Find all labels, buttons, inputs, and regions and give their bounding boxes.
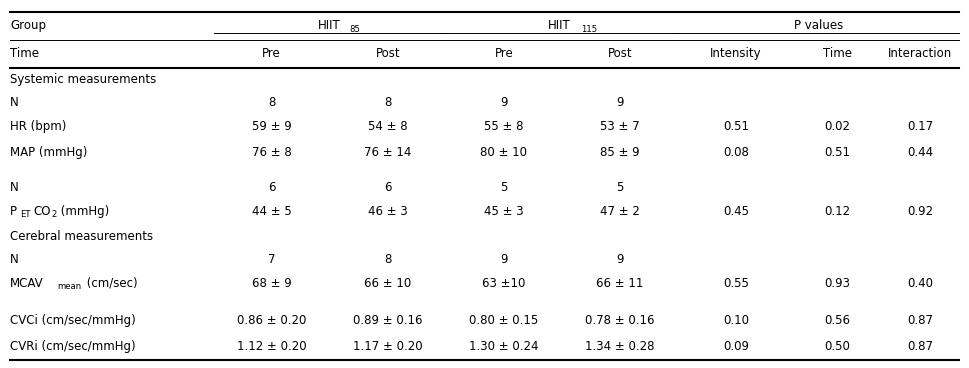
Text: Cerebral measurements: Cerebral measurements: [11, 230, 153, 243]
Text: ET: ET: [20, 210, 31, 219]
Text: 46 ± 3: 46 ± 3: [368, 205, 408, 218]
Text: 0.89 ± 0.16: 0.89 ± 0.16: [353, 314, 422, 327]
Text: 59 ± 9: 59 ± 9: [252, 120, 292, 133]
Text: 0.87: 0.87: [907, 340, 933, 353]
Text: Systemic measurements: Systemic measurements: [11, 73, 157, 86]
Text: 53 ± 7: 53 ± 7: [600, 120, 640, 133]
Text: N: N: [11, 96, 19, 109]
Text: (cm/sec): (cm/sec): [83, 277, 138, 290]
Text: 8: 8: [384, 253, 391, 266]
Text: Post: Post: [375, 47, 400, 60]
Text: 0.56: 0.56: [825, 314, 851, 327]
Text: 9: 9: [500, 253, 508, 266]
Text: 1.17 ± 0.20: 1.17 ± 0.20: [353, 340, 422, 353]
Text: Interaction: Interaction: [888, 47, 953, 60]
Text: 0.86 ± 0.20: 0.86 ± 0.20: [237, 314, 306, 327]
Text: 0.78 ± 0.16: 0.78 ± 0.16: [585, 314, 655, 327]
Text: 0.12: 0.12: [825, 205, 851, 218]
Text: 6: 6: [384, 181, 391, 194]
Text: 0.09: 0.09: [723, 340, 749, 353]
Text: 85 ± 9: 85 ± 9: [600, 146, 640, 159]
Text: CO: CO: [34, 205, 51, 218]
Text: MAP (mmHg): MAP (mmHg): [11, 146, 88, 159]
Text: N: N: [11, 253, 19, 266]
Text: 5: 5: [616, 181, 624, 194]
Text: 68 ± 9: 68 ± 9: [252, 277, 292, 290]
Text: 47 ± 2: 47 ± 2: [600, 205, 640, 218]
Text: CVCi (cm/sec/mmHg): CVCi (cm/sec/mmHg): [11, 314, 136, 327]
Text: 9: 9: [616, 253, 624, 266]
Text: 76 ± 14: 76 ± 14: [364, 146, 412, 159]
Text: HIIT: HIIT: [318, 19, 341, 32]
Text: 0.50: 0.50: [825, 340, 851, 353]
Text: 1.34 ± 0.28: 1.34 ± 0.28: [585, 340, 655, 353]
Text: P: P: [11, 205, 17, 218]
Text: 9: 9: [500, 96, 508, 109]
Text: P values: P values: [794, 19, 843, 32]
Text: 8: 8: [268, 96, 275, 109]
Text: HR (bpm): HR (bpm): [11, 120, 67, 133]
Text: 0.55: 0.55: [723, 277, 749, 290]
Text: Time: Time: [11, 47, 40, 60]
Text: 80 ± 10: 80 ± 10: [481, 146, 527, 159]
Text: 0.45: 0.45: [723, 205, 749, 218]
Text: 55 ± 8: 55 ± 8: [484, 120, 523, 133]
Text: Intensity: Intensity: [710, 47, 762, 60]
Text: Pre: Pre: [494, 47, 514, 60]
Text: 9: 9: [616, 96, 624, 109]
Text: 45 ± 3: 45 ± 3: [484, 205, 523, 218]
Text: 0.02: 0.02: [825, 120, 851, 133]
Text: 5: 5: [500, 181, 508, 194]
Text: 0.08: 0.08: [723, 146, 749, 159]
Text: 76 ± 8: 76 ± 8: [252, 146, 292, 159]
Text: Time: Time: [824, 47, 852, 60]
Text: 66 ± 11: 66 ± 11: [596, 277, 643, 290]
Text: 8: 8: [384, 96, 391, 109]
Text: 115: 115: [581, 25, 597, 34]
Text: 0.92: 0.92: [907, 205, 933, 218]
Text: HIIT: HIIT: [548, 19, 571, 32]
Text: 1.30 ± 0.24: 1.30 ± 0.24: [469, 340, 539, 353]
Text: 0.10: 0.10: [723, 314, 749, 327]
Text: 7: 7: [267, 253, 275, 266]
Text: 63 ±10: 63 ±10: [483, 277, 525, 290]
Text: CVRi (cm/sec/mmHg): CVRi (cm/sec/mmHg): [11, 340, 136, 353]
Text: 2: 2: [51, 210, 56, 219]
Text: 0.51: 0.51: [825, 146, 851, 159]
Text: 6: 6: [267, 181, 275, 194]
Text: (mmHg): (mmHg): [57, 205, 109, 218]
Text: 0.51: 0.51: [723, 120, 749, 133]
Text: 0.87: 0.87: [907, 314, 933, 327]
Text: 0.93: 0.93: [825, 277, 851, 290]
Text: 1.12 ± 0.20: 1.12 ± 0.20: [236, 340, 306, 353]
Text: Pre: Pre: [263, 47, 281, 60]
Text: 85: 85: [349, 25, 359, 34]
Text: 0.17: 0.17: [907, 120, 933, 133]
Text: 0.80 ± 0.15: 0.80 ± 0.15: [469, 314, 539, 327]
Text: Post: Post: [608, 47, 633, 60]
Text: Group: Group: [11, 19, 47, 32]
Text: 0.40: 0.40: [907, 277, 933, 290]
Text: mean: mean: [57, 282, 81, 290]
Text: 0.44: 0.44: [907, 146, 933, 159]
Text: 66 ± 10: 66 ± 10: [364, 277, 412, 290]
Text: N: N: [11, 181, 19, 194]
Text: 54 ± 8: 54 ± 8: [368, 120, 408, 133]
Text: 44 ± 5: 44 ± 5: [252, 205, 292, 218]
Text: MCAV: MCAV: [11, 277, 44, 290]
